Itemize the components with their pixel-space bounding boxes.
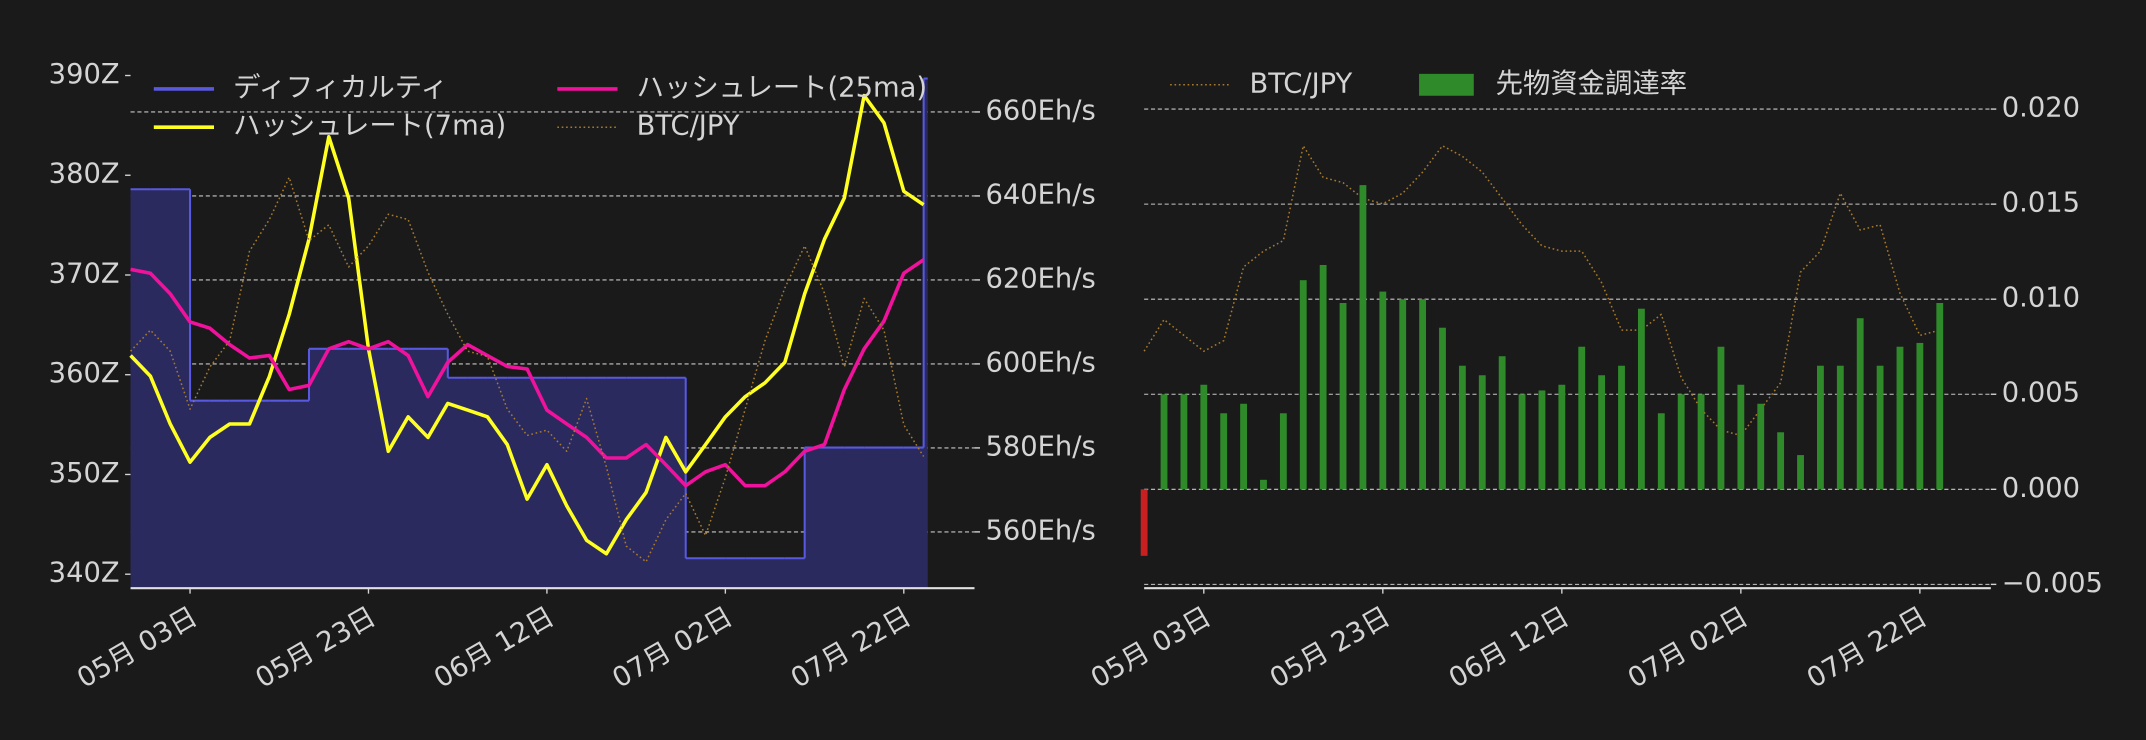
bar bbox=[1260, 479, 1267, 490]
bar bbox=[1299, 280, 1307, 490]
line-series bbox=[129, 93, 925, 556]
legend-swatch bbox=[1419, 73, 1474, 96]
y-tick-label: 390Z bbox=[49, 59, 120, 90]
y-tick-label: 0.000 bbox=[2002, 473, 2080, 504]
bar bbox=[1220, 413, 1228, 490]
bar bbox=[1478, 375, 1486, 490]
bar bbox=[1538, 390, 1546, 490]
legend-label: BTC/JPY bbox=[1249, 68, 1352, 99]
bar bbox=[1458, 365, 1466, 490]
bar bbox=[1797, 455, 1804, 490]
legend-label: ディフィカルティ bbox=[233, 72, 448, 103]
legend-label: 先物資金調達率 bbox=[1496, 68, 1687, 99]
bar bbox=[1657, 413, 1665, 490]
bar bbox=[1339, 302, 1347, 490]
bar bbox=[1757, 403, 1765, 490]
bar bbox=[1419, 299, 1427, 490]
y2-tick-label: 560Eh/s bbox=[985, 515, 1095, 546]
bar bbox=[1896, 346, 1904, 490]
bar bbox=[1558, 384, 1566, 490]
bar bbox=[1777, 432, 1785, 490]
line-series bbox=[130, 258, 925, 488]
bar bbox=[1240, 403, 1248, 490]
y2-tick-label: 580Eh/s bbox=[985, 431, 1095, 462]
bar bbox=[1200, 384, 1208, 490]
line-series bbox=[130, 176, 925, 563]
bar bbox=[1836, 365, 1844, 490]
y-tick-label: 370Z bbox=[49, 258, 120, 289]
y2-tick-label: 600Eh/s bbox=[985, 347, 1095, 378]
y2-tick-label: 620Eh/s bbox=[985, 263, 1095, 294]
bar bbox=[1279, 413, 1287, 490]
bar bbox=[1518, 394, 1526, 490]
bar bbox=[1817, 365, 1824, 490]
y-tick-label: 350Z bbox=[49, 458, 120, 489]
bar bbox=[1677, 394, 1685, 490]
bar bbox=[1498, 356, 1506, 490]
y-tick-label: 360Z bbox=[49, 358, 120, 389]
bar bbox=[1936, 302, 1944, 490]
bar bbox=[1856, 318, 1864, 490]
bar bbox=[1637, 308, 1645, 490]
bar bbox=[1180, 394, 1188, 490]
line-series bbox=[1143, 145, 1940, 437]
y2-tick-label: 640Eh/s bbox=[985, 179, 1095, 210]
bar bbox=[1618, 365, 1625, 490]
legend-label: BTC/JPY bbox=[637, 111, 740, 142]
bar bbox=[1916, 342, 1924, 490]
bar bbox=[1319, 264, 1327, 490]
bar bbox=[1359, 185, 1367, 490]
y-tick-label: 340Z bbox=[49, 558, 120, 589]
bar bbox=[1737, 384, 1745, 490]
bar bbox=[1598, 375, 1606, 490]
bar bbox=[1140, 489, 1148, 556]
legend-label: ハッシュレート(25ma) bbox=[637, 72, 927, 103]
y-tick-label: 0.015 bbox=[2002, 188, 2080, 219]
y-tick-label: 0.020 bbox=[2002, 93, 2080, 124]
bar bbox=[1399, 299, 1407, 490]
y-tick-label: 0.010 bbox=[2002, 283, 2080, 314]
bar bbox=[1379, 291, 1387, 490]
bar bbox=[1697, 394, 1705, 490]
area-fill bbox=[130, 78, 928, 589]
legend-label: ハッシュレート(7ma) bbox=[233, 111, 506, 142]
y-tick-label: −0.005 bbox=[2002, 568, 2103, 599]
bar bbox=[1160, 394, 1168, 490]
y-tick-label: 380Z bbox=[49, 159, 120, 190]
y2-tick-label: 660Eh/s bbox=[985, 95, 1095, 126]
y-tick-label: 0.005 bbox=[2002, 378, 2080, 409]
bar bbox=[1717, 346, 1725, 490]
bar bbox=[1439, 327, 1446, 490]
bar bbox=[1876, 365, 1884, 490]
bar bbox=[1578, 346, 1586, 490]
